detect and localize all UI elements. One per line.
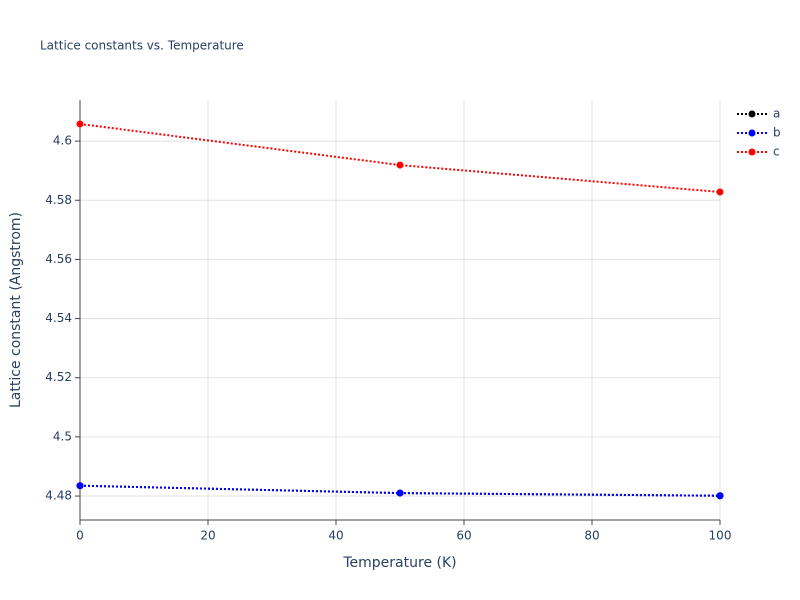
data-point <box>396 161 404 169</box>
data-point <box>396 489 404 497</box>
x-tick-label: 40 <box>328 529 343 543</box>
x-axis-label: Temperature (K) <box>342 555 456 571</box>
x-tick-label: 0 <box>76 529 84 543</box>
legend-label: a <box>773 107 780 121</box>
data-point <box>76 120 84 128</box>
y-tick-label: 4.54 <box>45 311 72 325</box>
series-line <box>79 122 721 193</box>
y-tick-label: 4.6 <box>53 134 72 148</box>
legend-label: c <box>773 145 780 159</box>
y-tick-label: 4.52 <box>45 370 72 384</box>
data-point <box>716 492 724 500</box>
y-tick-label: 4.48 <box>45 489 72 503</box>
x-tick-label: 60 <box>456 529 471 543</box>
x-tick-label: 20 <box>200 529 215 543</box>
data-point <box>76 482 84 490</box>
y-tick-label: 4.58 <box>45 193 72 207</box>
legend-marker <box>748 148 756 156</box>
x-tick-label: 100 <box>709 529 732 543</box>
y-tick-label: 4.56 <box>45 252 72 266</box>
legend-marker <box>748 110 756 118</box>
legend-marker <box>748 129 756 137</box>
data-point <box>716 188 724 196</box>
legend-label: b <box>773 126 781 140</box>
y-tick-label: 4.5 <box>53 429 72 443</box>
chart-title: Lattice constants vs. Temperature <box>40 39 244 53</box>
y-axis-label: Lattice constant (Angstrom) <box>8 212 24 408</box>
x-tick-label: 80 <box>584 529 599 543</box>
